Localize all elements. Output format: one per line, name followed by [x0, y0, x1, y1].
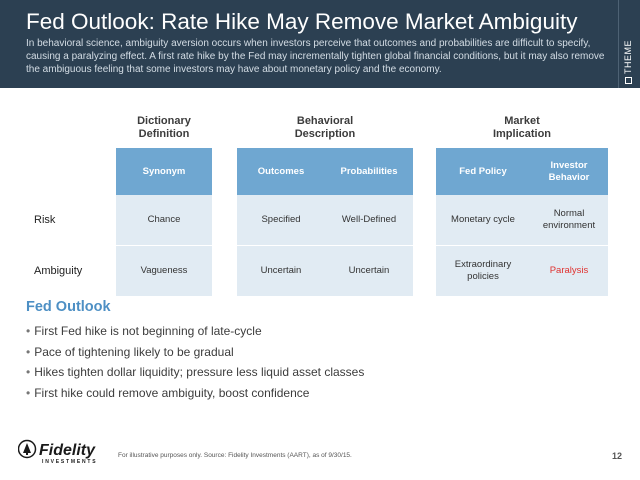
slide-header: Fed Outlook: Rate Hike May Remove Market…: [0, 0, 640, 88]
source-note: For illustrative purposes only. Source: …: [118, 452, 352, 459]
slide-subtitle: In behavioral science, ambiguity aversio…: [26, 38, 605, 75]
table-cell: Monetary cycle: [451, 214, 515, 225]
column-header-probabilities: Probabilities: [325, 148, 413, 195]
table-cell: Specified: [261, 214, 301, 225]
list-item: • Hikes tighten dollar liquidity; pressur…: [26, 365, 365, 379]
section-title: Fed Outlook: [26, 299, 111, 315]
logo-subtext: INVESTMENTS: [42, 459, 97, 465]
table-cell: Well-Defined: [341, 214, 397, 225]
table-cell: Chance: [147, 214, 181, 225]
row-separator: [28, 245, 608, 246]
list-item: • Pace of tightening likely to be gradual: [26, 344, 234, 359]
column-header-outcomes: Outcomes: [237, 148, 325, 195]
table-cell: Uncertain: [348, 265, 390, 276]
logo-wordmark: Fidelity: [39, 442, 96, 459]
column-header-fed-policy: Fed Policy: [436, 148, 530, 195]
theme-label-text: THEME: [623, 40, 633, 74]
row-label-ambiguity: Ambiguity: [34, 265, 83, 277]
theme-tab: [618, 0, 640, 88]
column-header-synonym: Synonym: [116, 148, 212, 195]
table-cell: Normal environment: [542, 208, 596, 231]
table-cell: Vagueness: [140, 265, 188, 276]
bullet-list: • First Fed hike is not beginning of late…: [26, 321, 606, 403]
theme-label: THEME: [623, 40, 633, 84]
table-cell-highlight: Paralysis: [549, 265, 589, 276]
group-header-dictionary: Dictionary Definition: [137, 115, 191, 140]
list-item: • First Fed hike is not beginning of late…: [26, 324, 262, 338]
group-header-market: Market Implication: [492, 115, 552, 140]
checkbox-square-icon: [625, 77, 632, 84]
page-number: 12: [611, 451, 622, 461]
fidelity-logo: Fidelity INVESTMENTS: [18, 439, 97, 465]
slide-title: Fed Outlook: Rate Hike May Remove Market…: [26, 9, 578, 34]
row-label-risk: Risk: [34, 214, 56, 226]
column-header-investor-behavior: Investor Behavior: [530, 148, 608, 195]
group-header-behavioral: Behavioral Description: [294, 115, 356, 140]
table-cell: Uncertain: [260, 265, 302, 276]
table-cell: Extraordinary policies: [454, 259, 512, 282]
list-item: • First hike could remove ambiguity, boos…: [26, 385, 310, 400]
